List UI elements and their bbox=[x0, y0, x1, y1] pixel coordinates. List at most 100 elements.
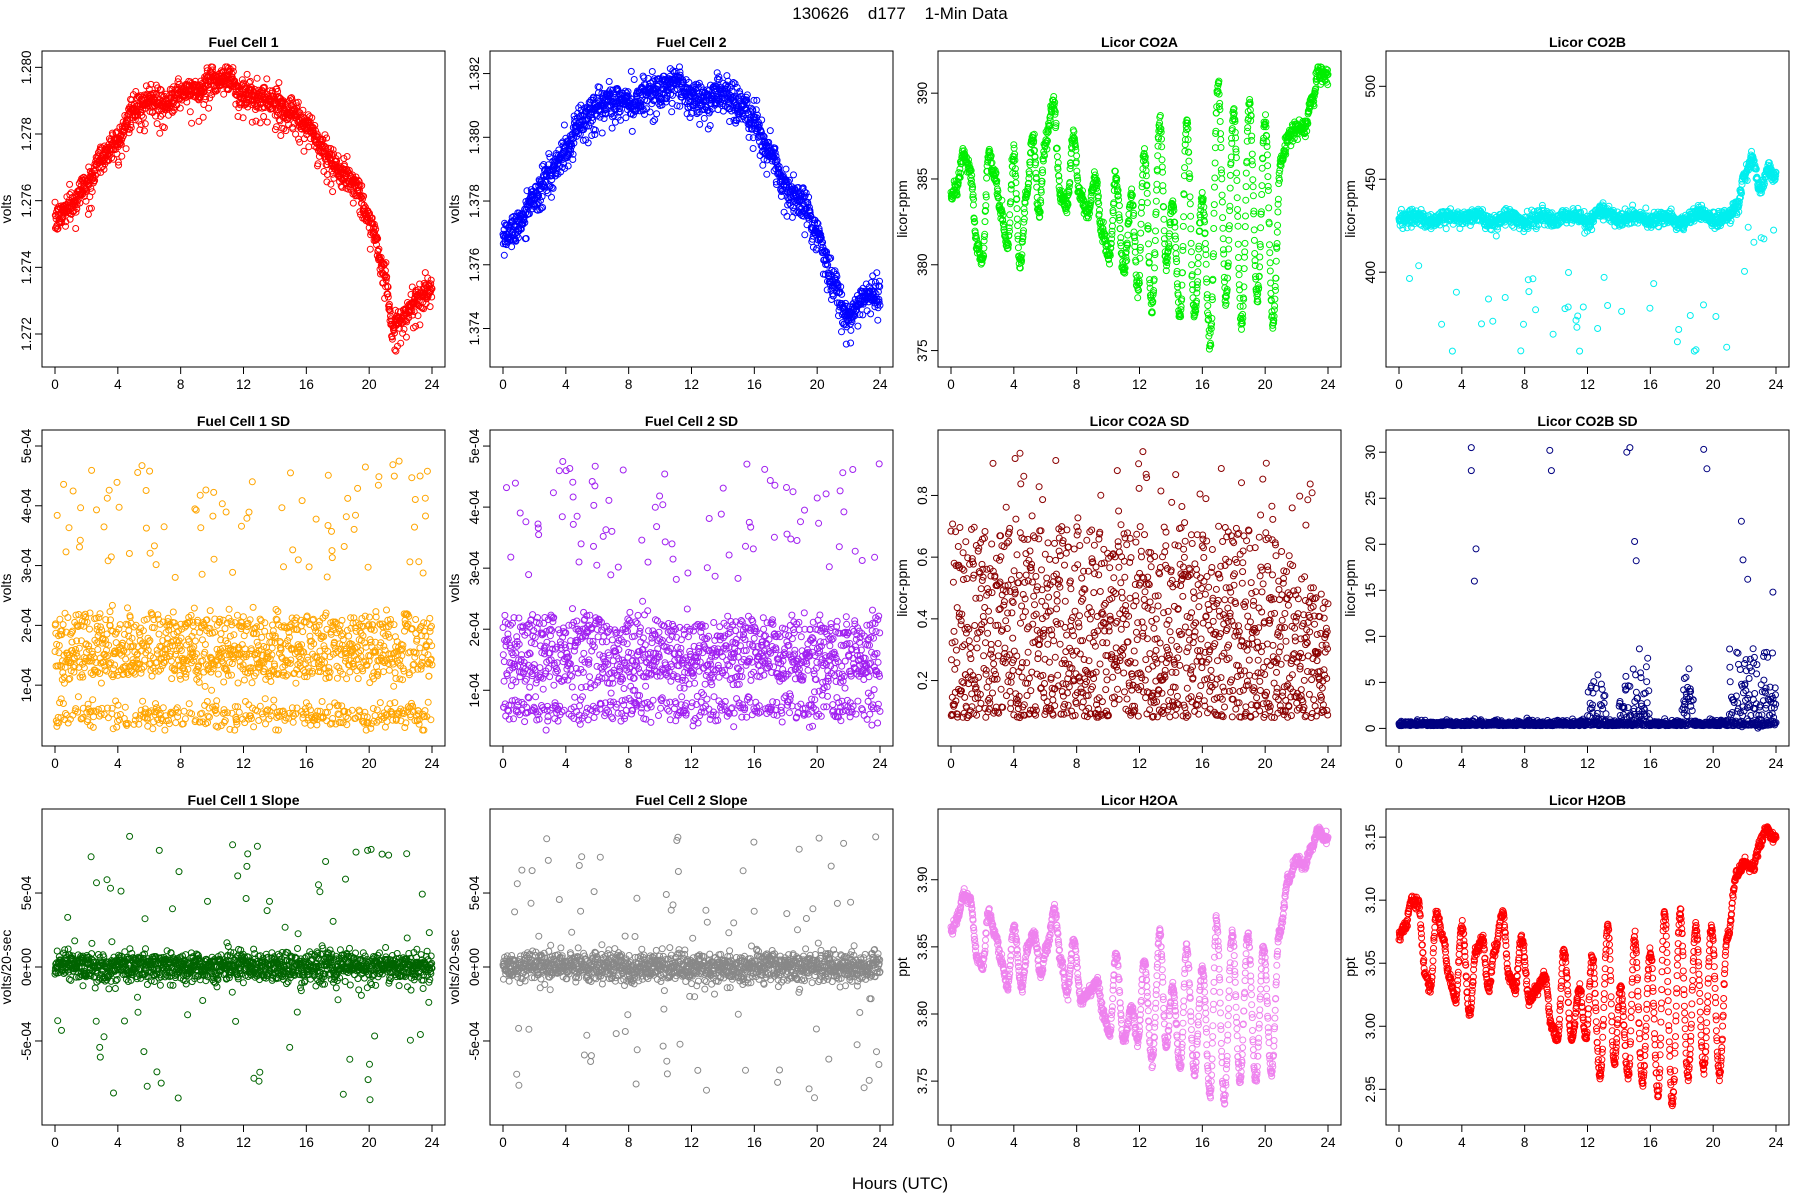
data-point bbox=[147, 80, 155, 88]
panel-title: Fuel Cell 1 bbox=[208, 34, 278, 50]
y-axis-label: licor-ppm bbox=[894, 180, 910, 238]
data-point bbox=[1210, 209, 1218, 217]
data-point bbox=[1158, 143, 1166, 151]
data-point bbox=[651, 116, 659, 124]
data-point bbox=[1235, 271, 1243, 279]
y-tick-label: 1.378 bbox=[467, 184, 482, 218]
y-tick-label: 400 bbox=[1363, 261, 1378, 284]
data-point bbox=[1137, 229, 1145, 237]
data-point bbox=[82, 197, 90, 205]
x-tick-label: 8 bbox=[1521, 377, 1529, 392]
x-tick-label: 20 bbox=[1258, 377, 1273, 392]
data-point bbox=[1266, 241, 1273, 249]
data-point bbox=[127, 124, 135, 131]
data-point bbox=[1145, 253, 1153, 260]
data-point bbox=[1520, 320, 1527, 328]
data-point bbox=[1219, 224, 1227, 232]
data-point bbox=[1220, 250, 1228, 258]
data-point bbox=[1478, 320, 1485, 328]
data-point bbox=[1186, 200, 1194, 208]
data-point bbox=[1212, 109, 1220, 117]
data-point bbox=[199, 113, 207, 121]
data-point bbox=[305, 143, 313, 151]
data-point bbox=[1211, 144, 1219, 152]
data-point bbox=[700, 114, 708, 122]
panel-0: Fuel Cell 10 4 8 12 16 20 241.2721.2741.2761.2… bbox=[0, 34, 446, 392]
data-point bbox=[1576, 347, 1584, 355]
data-point bbox=[152, 112, 159, 120]
data-point bbox=[1137, 209, 1145, 217]
data-point bbox=[1248, 132, 1256, 140]
data-point bbox=[139, 113, 147, 121]
x-tick-label: 0 bbox=[1395, 377, 1403, 392]
data-point bbox=[1211, 159, 1219, 167]
y-axis-label: volts bbox=[446, 195, 462, 224]
data-point bbox=[1153, 180, 1161, 188]
data-point bbox=[1219, 214, 1227, 222]
data-point bbox=[1266, 267, 1274, 275]
data-point bbox=[1152, 227, 1159, 235]
data-point bbox=[649, 118, 657, 125]
data-point bbox=[1235, 254, 1242, 261]
y-tick-label: 1.278 bbox=[19, 117, 34, 151]
data-point bbox=[1234, 206, 1241, 213]
data-point bbox=[1160, 215, 1168, 223]
data-point bbox=[847, 326, 855, 334]
data-point bbox=[62, 222, 69, 230]
data-point bbox=[263, 118, 271, 126]
data-point bbox=[1095, 200, 1103, 208]
data-point bbox=[628, 127, 636, 135]
x-tick-label: 0 bbox=[947, 377, 955, 392]
y-tick-label: 1.374 bbox=[467, 311, 482, 345]
y-axis-label: licor-ppm bbox=[1342, 180, 1358, 238]
data-point bbox=[1128, 185, 1136, 193]
data-point bbox=[160, 124, 168, 132]
data-point bbox=[1194, 260, 1202, 268]
x-tick-label: 12 bbox=[684, 377, 699, 392]
data-point bbox=[349, 199, 357, 207]
data-point bbox=[260, 113, 268, 120]
data-point bbox=[51, 198, 59, 206]
data-point bbox=[1073, 152, 1081, 160]
data-point bbox=[653, 110, 661, 118]
data-point bbox=[1006, 211, 1014, 219]
data-point bbox=[1201, 240, 1209, 247]
data-point bbox=[1014, 222, 1022, 230]
y-tick-label: 1.276 bbox=[19, 184, 34, 218]
x-tick-label: 12 bbox=[1580, 377, 1595, 392]
data-point bbox=[329, 188, 337, 196]
data-point bbox=[1272, 274, 1280, 282]
data-point bbox=[1263, 151, 1271, 159]
data-point bbox=[854, 322, 862, 330]
x-tick-label: 16 bbox=[747, 377, 762, 392]
data-point bbox=[1242, 212, 1249, 220]
data-point bbox=[1264, 162, 1272, 170]
data-point bbox=[88, 188, 96, 196]
x-tick-label: 20 bbox=[362, 377, 377, 392]
data-point bbox=[759, 161, 767, 169]
data-point bbox=[1194, 268, 1202, 276]
data-point bbox=[1489, 317, 1497, 325]
data-point bbox=[838, 328, 845, 336]
y-tick-label: 1.382 bbox=[467, 57, 482, 91]
data-point bbox=[1187, 212, 1195, 220]
y-tick-label: 500 bbox=[1363, 75, 1378, 98]
data-point bbox=[1218, 175, 1226, 183]
x-tick-label: 8 bbox=[177, 377, 185, 392]
data-point bbox=[1181, 164, 1189, 172]
data-point bbox=[1211, 174, 1219, 182]
data-point bbox=[1549, 330, 1557, 338]
y-tick-label: 1.380 bbox=[467, 120, 482, 154]
data-point bbox=[1218, 191, 1226, 199]
data-point bbox=[605, 78, 613, 85]
data-point bbox=[53, 225, 61, 233]
data-point bbox=[782, 165, 790, 173]
data-point bbox=[1452, 288, 1460, 296]
data-point bbox=[1053, 153, 1061, 161]
data-point bbox=[1217, 136, 1225, 143]
data-point bbox=[1250, 226, 1258, 234]
data-point bbox=[1273, 228, 1281, 236]
data-point bbox=[1216, 118, 1224, 125]
